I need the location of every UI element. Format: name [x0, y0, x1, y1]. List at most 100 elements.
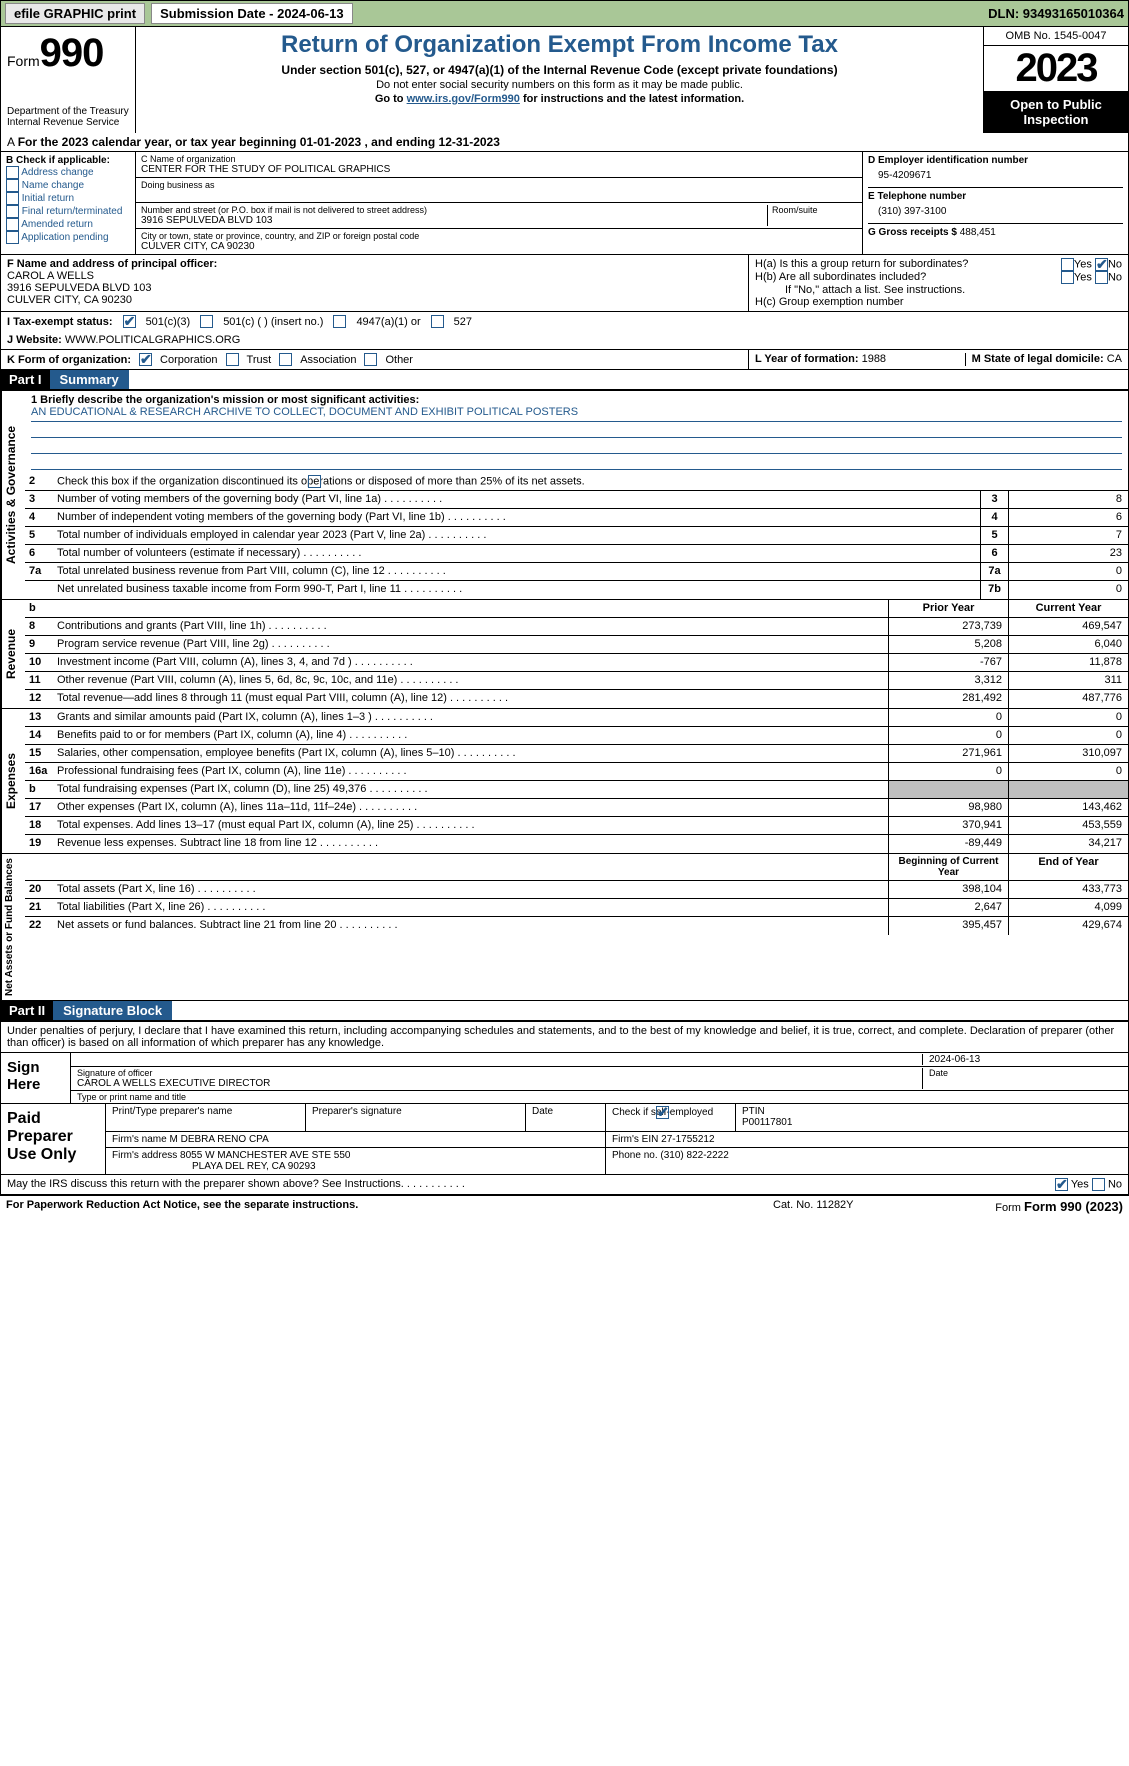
vtab-revenue: Revenue	[1, 600, 25, 708]
firm-ein: 27-1755212	[661, 1134, 714, 1145]
tax-year: 2023	[984, 46, 1128, 91]
perjury-declaration: Under penalties of perjury, I declare th…	[1, 1022, 1128, 1053]
hb-no-checkbox[interactable]	[1095, 271, 1108, 284]
box-b-label: B Check if applicable:	[6, 155, 130, 166]
gross-label: G Gross receipts $	[868, 227, 957, 238]
sig-officer-label: Signature of officer	[77, 1068, 922, 1078]
firm-name-label: Firm's name	[112, 1134, 167, 1145]
type-name-label: Type or print name and title	[77, 1092, 1122, 1102]
current-year-hdr: Current Year	[1008, 600, 1128, 617]
other-checkbox[interactable]	[364, 353, 377, 366]
discontinued-checkbox[interactable]	[308, 475, 321, 488]
ein-label: D Employer identification number	[868, 155, 1123, 166]
officer-addr1: 3916 SEPULVEDA BLVD 103	[7, 282, 742, 294]
block-abcd: B Check if applicable: Address change Na…	[0, 152, 1129, 255]
mayirs-yes-checkbox[interactable]	[1055, 1178, 1068, 1191]
paid-preparer-label: Paid Preparer Use Only	[1, 1104, 106, 1174]
dba-label: Doing business as	[141, 180, 857, 190]
firm-addr2: PLAYA DEL REY, CA 90293	[112, 1161, 316, 1172]
domicile-label: M State of legal domicile:	[972, 353, 1104, 365]
mayirs-no-checkbox[interactable]	[1092, 1178, 1105, 1191]
hb-label: H(b) Are all subordinates included?	[755, 271, 1061, 284]
org-name-label: C Name of organization	[141, 154, 857, 164]
amended-checkbox[interactable]	[6, 218, 19, 231]
efile-print-button[interactable]: efile GRAPHIC print	[5, 3, 145, 24]
omb-number: OMB No. 1545-0047	[984, 27, 1128, 46]
firm-ein-label: Firm's EIN	[612, 1134, 658, 1145]
self-employed-checkbox[interactable]	[656, 1106, 669, 1119]
dln: DLN: 93493165010364	[988, 6, 1124, 21]
officer-name: CAROL A WELLS	[7, 270, 742, 282]
mission-label: 1 Briefly describe the organization's mi…	[31, 394, 1122, 406]
firm-name: M DEBRA RENO CPA	[169, 1134, 268, 1145]
initial-return-checkbox[interactable]	[6, 192, 19, 205]
form-org-label: K Form of organization:	[7, 354, 131, 366]
501c3-checkbox[interactable]	[123, 315, 136, 328]
sig-date: 2024-06-13	[922, 1054, 1122, 1065]
501c-checkbox[interactable]	[200, 315, 213, 328]
tax-year-range: A For the 2023 calendar year, or tax yea…	[0, 133, 1129, 152]
part2-label: Part II	[1, 1001, 53, 1020]
page-footer: For Paperwork Reduction Act Notice, see …	[0, 1195, 1129, 1217]
website-value: WWW.POLITICALGRAPHICS.ORG	[65, 334, 240, 346]
form-number: 990	[40, 31, 104, 75]
prior-year-hdr: Prior Year	[888, 600, 1008, 617]
app-pending-checkbox[interactable]	[6, 231, 19, 244]
addr-change-checkbox[interactable]	[6, 166, 19, 179]
tel-value: (310) 397-3100	[868, 206, 1123, 217]
submission-date: Submission Date - 2024-06-13	[151, 3, 353, 24]
hb-yes-checkbox[interactable]	[1061, 271, 1074, 284]
assoc-checkbox[interactable]	[279, 353, 292, 366]
4947-checkbox[interactable]	[333, 315, 346, 328]
trust-checkbox[interactable]	[226, 353, 239, 366]
phone-label: Phone no.	[612, 1150, 658, 1161]
prep-date-label: Date	[526, 1104, 606, 1131]
sign-here-label: Sign Here	[1, 1053, 71, 1103]
beg-year-hdr: Beginning of Current Year	[888, 854, 1008, 880]
block-fh: F Name and address of principal officer:…	[0, 255, 1129, 312]
prep-sig-label: Preparer's signature	[306, 1104, 526, 1131]
summary-revenue: Revenue bPrior YearCurrent Year 8Contrib…	[0, 600, 1129, 709]
form-footer: Form 990 (2023)	[1024, 1199, 1123, 1214]
part1-header: Part ISummary	[0, 370, 1129, 391]
final-return-checkbox[interactable]	[6, 205, 19, 218]
block-j: J Website: WWW.POLITICALGRAPHICS.ORG	[0, 331, 1129, 350]
hc-label: H(c) Group exemption number	[755, 296, 1122, 308]
name-change-checkbox[interactable]	[6, 179, 19, 192]
part1-title: Summary	[50, 370, 129, 389]
hb-note: If "No," attach a list. See instructions…	[755, 284, 1122, 296]
org-name: CENTER FOR THE STUDY OF POLITICAL GRAPHI…	[141, 164, 857, 175]
officer-addr2: CULVER CITY, CA 90230	[7, 294, 742, 306]
city-label: City or town, state or province, country…	[141, 231, 857, 241]
domicile-value: CA	[1107, 353, 1122, 365]
part1-label: Part I	[1, 370, 50, 389]
end-year-hdr: End of Year	[1008, 854, 1128, 880]
form-header: Form990 Department of the Treasury Inter…	[0, 27, 1129, 133]
ptin-value: P00117801	[742, 1117, 1122, 1128]
corp-checkbox[interactable]	[139, 353, 152, 366]
pra-notice: For Paperwork Reduction Act Notice, see …	[6, 1199, 773, 1214]
part2-title: Signature Block	[53, 1001, 172, 1020]
527-checkbox[interactable]	[431, 315, 444, 328]
year-form-value: 1988	[862, 353, 886, 365]
officer-sig-name: CAROL A WELLS EXECUTIVE DIRECTOR	[77, 1078, 922, 1089]
ha-label: H(a) Is this a group return for subordin…	[755, 258, 1061, 271]
header-sub2: Do not enter social security numbers on …	[142, 79, 977, 91]
tax-exempt-label: I Tax-exempt status:	[7, 316, 113, 328]
header-sub1: Under section 501(c), 527, or 4947(a)(1)…	[142, 63, 977, 77]
block-klm: K Form of organization: Corporation Trus…	[0, 350, 1129, 370]
ptin-label: PTIN	[742, 1106, 1122, 1117]
ha-yes-checkbox[interactable]	[1061, 258, 1074, 271]
open-inspection: Open to Public Inspection	[984, 91, 1128, 133]
firm-addr1: 8055 W MANCHESTER AVE STE 550	[180, 1150, 350, 1161]
street-address: 3916 SEPULVEDA BLVD 103	[141, 215, 767, 226]
ha-no-checkbox[interactable]	[1095, 258, 1108, 271]
cat-no: Cat. No. 11282Y	[773, 1199, 973, 1214]
goto-pre: Go to	[375, 93, 407, 105]
irs-link[interactable]: www.irs.gov/Form990	[407, 93, 520, 105]
prep-name-label: Print/Type preparer's name	[112, 1106, 299, 1117]
ein-value: 95-4209671	[868, 170, 1123, 181]
firm-addr-label: Firm's address	[112, 1150, 177, 1161]
vtab-netassets: Net Assets or Fund Balances	[1, 854, 25, 1000]
gross-value: 488,451	[960, 227, 996, 238]
